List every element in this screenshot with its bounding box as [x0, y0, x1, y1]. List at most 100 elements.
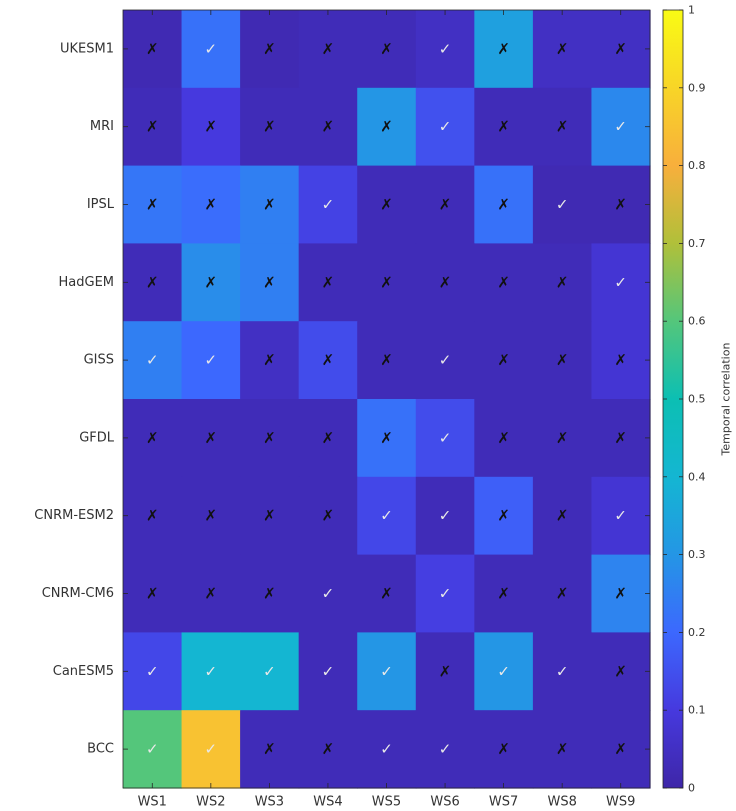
heatmap-cell [298, 87, 358, 167]
heatmap-cell [591, 554, 651, 633]
heatmap-cell [240, 10, 300, 89]
check-mark: ✓ [146, 740, 159, 758]
heatmap-cell [591, 321, 651, 400]
cross-mark: ✗ [380, 40, 393, 58]
x-tick-labels: WS1 WS2 WS3 WS4 WS5 WS6 WS7 WS8 WS9 [138, 795, 636, 810]
check-mark: ✓ [205, 662, 218, 680]
heatmap-cell [123, 632, 183, 711]
heatmap-cell [181, 243, 241, 322]
cross-mark: ✗ [322, 429, 335, 447]
cross-mark: ✗ [322, 740, 335, 758]
cross-mark: ✗ [556, 118, 569, 136]
heatmap-cell [474, 554, 534, 633]
heatmap-cell [591, 710, 651, 789]
heatmap-cell [181, 87, 241, 167]
y-tick-label: GFDL [79, 430, 115, 445]
heatmap-cell [181, 399, 241, 478]
check-mark: ✓ [380, 740, 393, 758]
y-tick-label: BCC [87, 742, 114, 757]
cross-mark: ✗ [556, 585, 569, 603]
cross-mark: ✗ [263, 40, 276, 58]
cross-mark: ✗ [380, 351, 393, 369]
heatmap-cells [123, 10, 651, 789]
heatmap-cell [123, 10, 183, 89]
check-mark: ✓ [439, 351, 452, 369]
cross-mark: ✗ [146, 273, 159, 291]
heatmap-cell [591, 165, 651, 244]
cross-mark: ✗ [205, 196, 218, 214]
y-tick-label: CanESM5 [53, 664, 114, 679]
check-mark: ✓ [556, 196, 569, 214]
heatmap-cell [240, 87, 300, 167]
heatmap-cell [532, 710, 593, 789]
heatmap-cell [415, 554, 475, 633]
check-mark: ✓ [205, 40, 218, 58]
cross-mark: ✗ [497, 273, 510, 291]
heatmap-cell [123, 554, 183, 633]
cross-mark: ✗ [614, 740, 627, 758]
heatmap-cell [240, 554, 300, 633]
cross-mark: ✗ [263, 740, 276, 758]
heatmap-cell [298, 476, 358, 556]
colorbar-tick-label: 0.2 [688, 626, 706, 639]
heatmap-cell [298, 632, 358, 711]
heatmap-cell [474, 87, 534, 167]
cross-mark: ✗ [322, 40, 335, 58]
colorbar-tick-label: 0.5 [688, 393, 706, 406]
heatmap-cell [123, 87, 183, 167]
cross-mark: ✗ [263, 429, 276, 447]
check-mark: ✓ [614, 273, 627, 291]
heatmap-cell [532, 554, 593, 633]
heatmap-cell [240, 399, 300, 478]
cross-mark: ✗ [263, 585, 276, 603]
check-mark: ✓ [439, 118, 452, 136]
cross-mark: ✗ [380, 585, 393, 603]
cross-mark: ✗ [614, 429, 627, 447]
heatmap-cell [415, 321, 475, 400]
cross-mark: ✗ [322, 118, 335, 136]
cross-mark: ✗ [205, 273, 218, 291]
cross-mark: ✗ [146, 118, 159, 136]
heatmap-cell [415, 476, 475, 556]
cross-mark: ✗ [614, 585, 627, 603]
check-mark: ✓ [205, 351, 218, 369]
cross-mark: ✗ [146, 507, 159, 525]
heatmap-cell [474, 632, 534, 711]
heatmap-cell [591, 10, 651, 89]
check-mark: ✓ [614, 118, 627, 136]
heatmap-cell [298, 243, 358, 322]
colorbar-tick-label: 0.1 [688, 704, 706, 717]
cross-mark: ✗ [497, 196, 510, 214]
heatmap-cell [474, 476, 534, 556]
colorbar-tick-label: 0.4 [688, 470, 706, 483]
heatmap-cell [532, 399, 593, 478]
heatmap-cell [181, 710, 241, 789]
cross-mark: ✗ [556, 740, 569, 758]
heatmap-cell [474, 321, 534, 400]
cross-mark: ✗ [263, 118, 276, 136]
check-mark: ✓ [497, 662, 510, 680]
heatmap-cell [474, 399, 534, 478]
heatmap-cell [240, 476, 300, 556]
heatmap-cell [357, 321, 417, 400]
heatmap-cell [298, 554, 358, 633]
heatmap-cell [474, 243, 534, 322]
heatmap-cell [181, 165, 241, 244]
colorbar-tick-label: 0.7 [688, 237, 706, 250]
heatmap-cell [298, 10, 358, 89]
y-tick-label: HadGEM [59, 275, 115, 290]
heatmap-cell [298, 710, 358, 789]
heatmap-cell [532, 321, 593, 400]
heatmap-cell [415, 632, 475, 711]
cross-mark: ✗ [497, 429, 510, 447]
colorbar-tick-label: 0.9 [688, 81, 706, 94]
heatmap-cell [240, 243, 300, 322]
heatmap-cell [415, 243, 475, 322]
cell-marks: ✗ ✓ ✗ ✗ ✗ ✓ ✗ ✗ ✗ ✗ ✗ ✗ ✗ ✗ ✓ ✗ ✗ ✓ ✗ ✗ ✗ ✓ ✗ ✗ ✗ ✓ ✗ ✗ ✗ ✗ ✗ ✗ ✗ ✗ ✗ ✓ ✓ ✓ ✗ ✗… [146, 40, 627, 758]
cross-mark: ✗ [146, 429, 159, 447]
cross-mark: ✗ [263, 196, 276, 214]
x-tick-label: WS8 [547, 795, 576, 810]
heatmap-cell [532, 632, 593, 711]
heatmap-cell [181, 632, 241, 711]
